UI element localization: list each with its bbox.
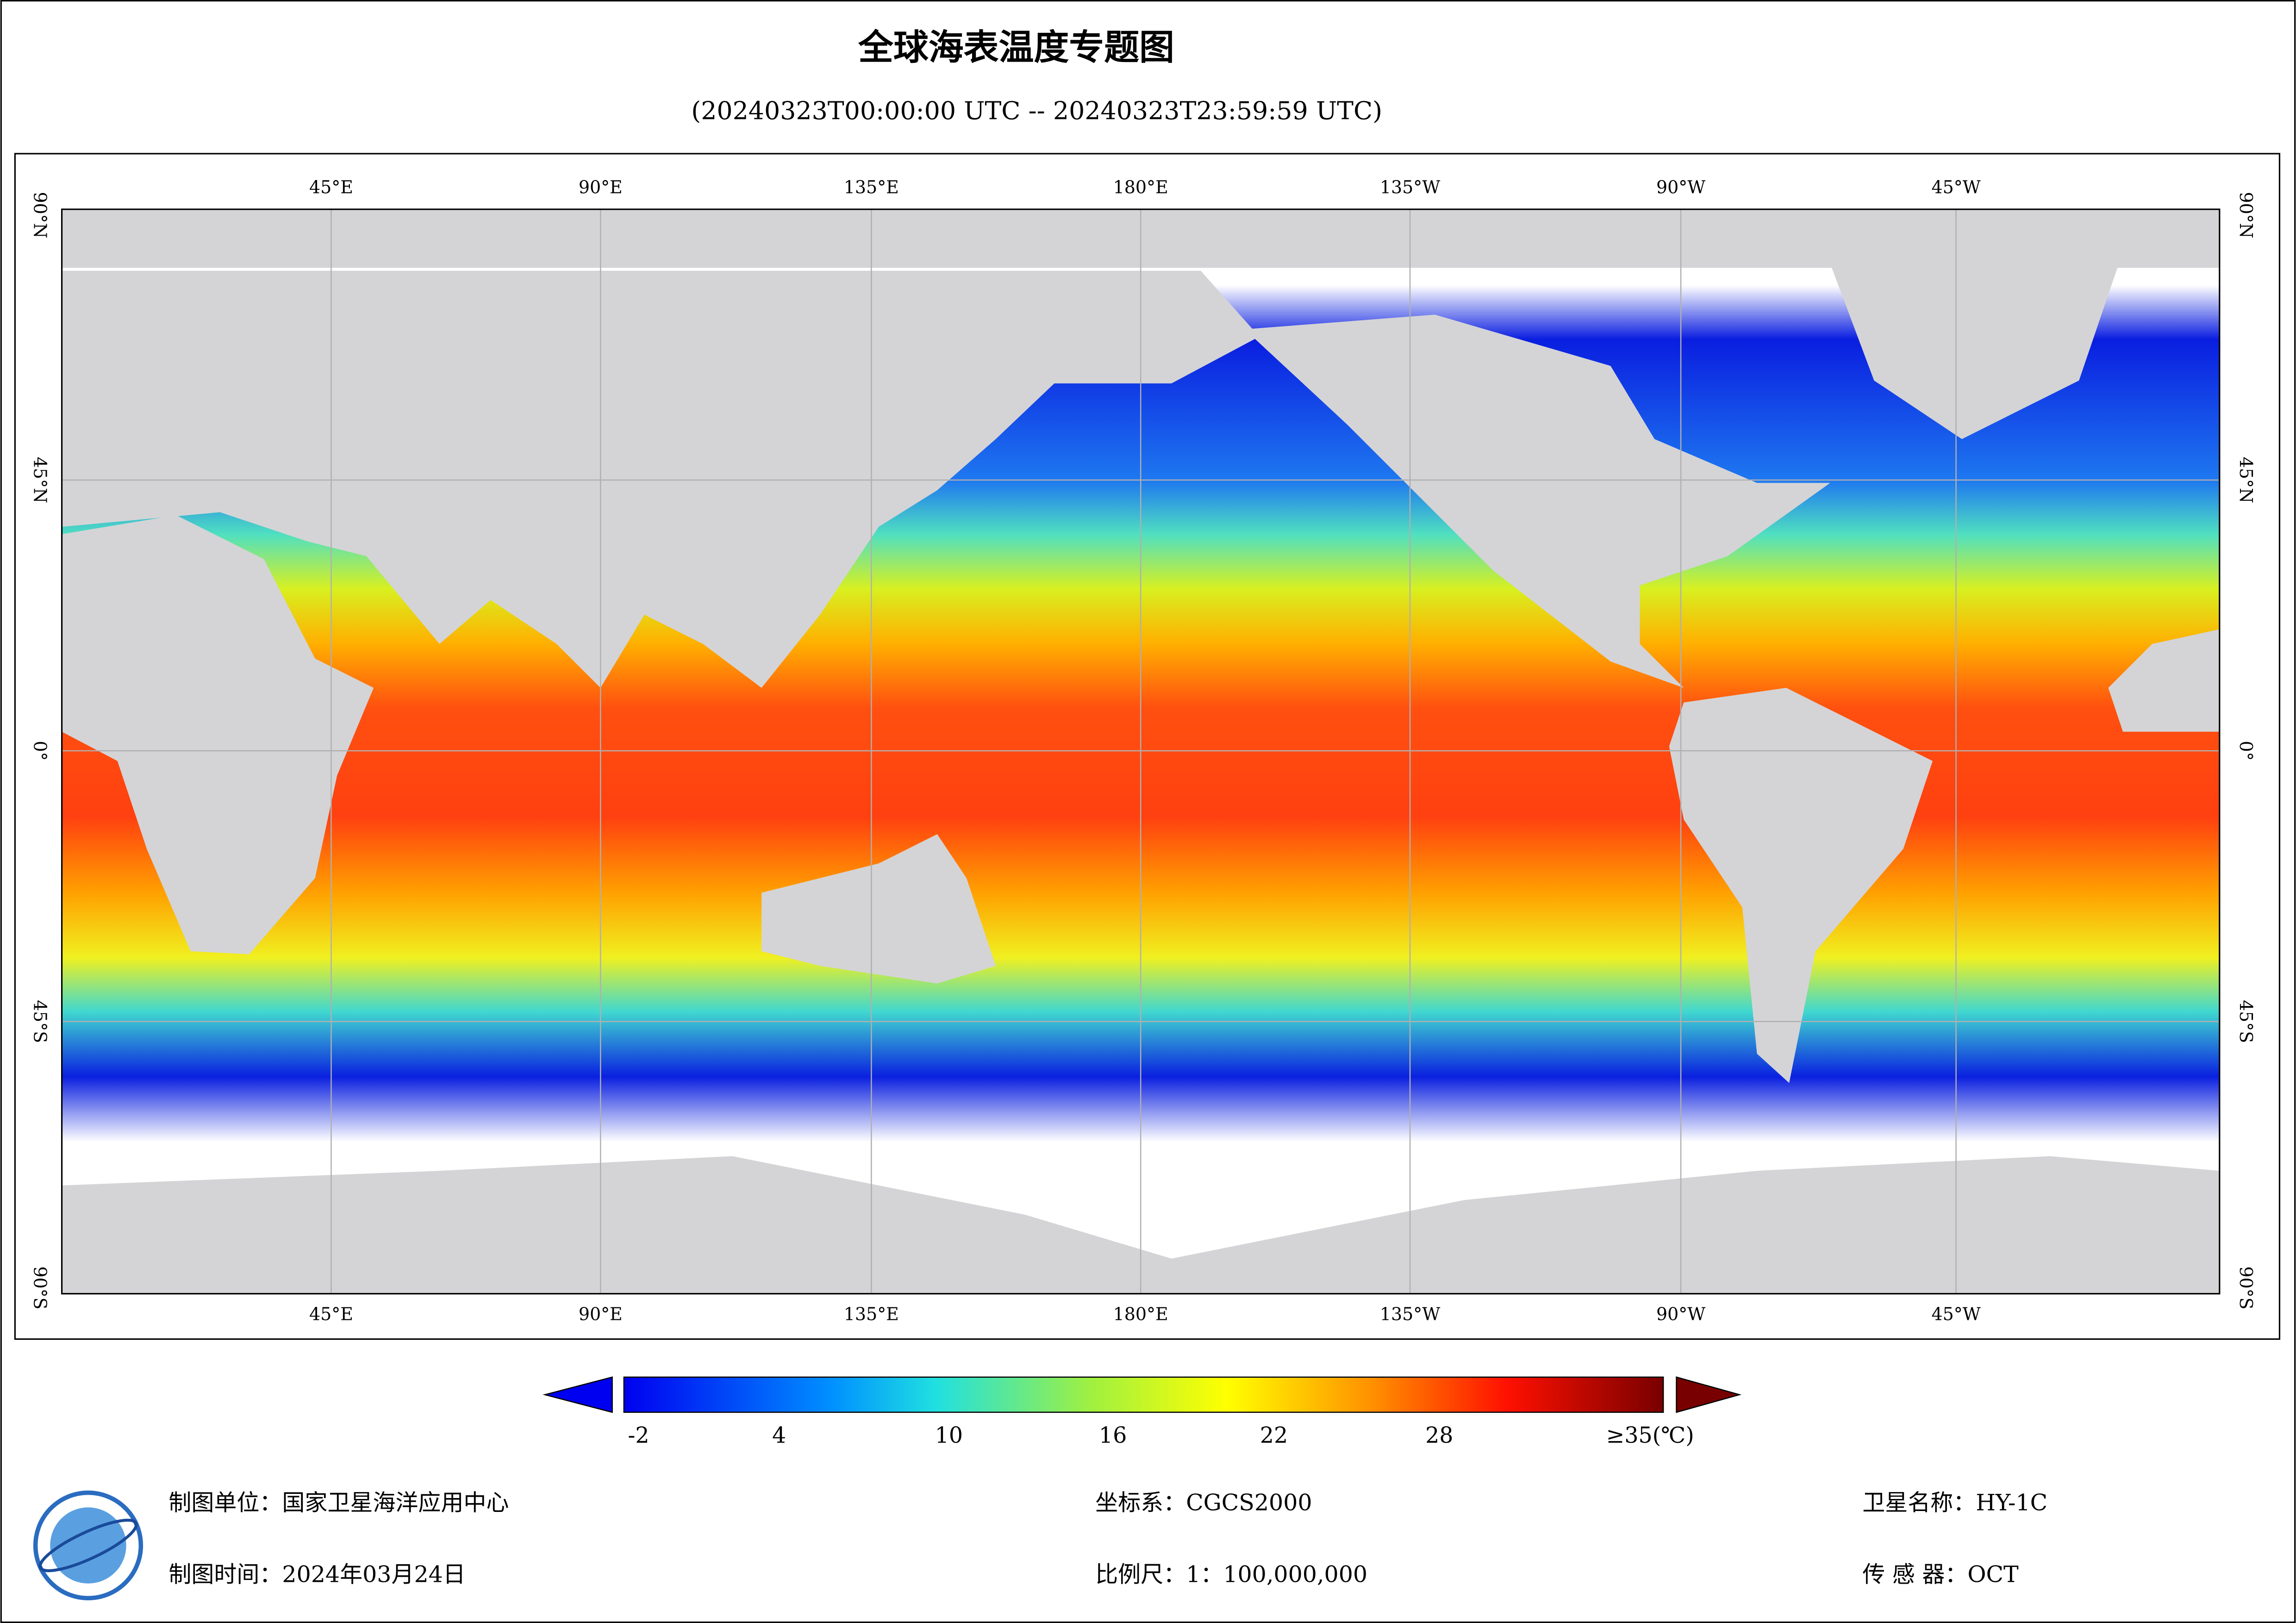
latitude-label: 90°S	[2236, 1266, 2256, 1309]
colorbar-label: 16	[1099, 1423, 1127, 1448]
longitude-label: 180°E	[1113, 177, 1168, 197]
subtitle: (20240323T00:00:00 UTC -- 20240323T23:59…	[691, 96, 1382, 125]
latitude-label: 90°N	[2236, 192, 2256, 238]
latitude-label: 45°N	[2236, 457, 2256, 503]
colorbar-label: -2	[628, 1423, 649, 1448]
map-border	[61, 208, 2221, 1295]
africa	[62, 515, 374, 954]
longitude-label: 45°W	[1931, 1304, 1980, 1324]
colorbar-label: 22	[1260, 1423, 1288, 1448]
north-america	[1244, 314, 1830, 688]
longitude-label: 135°W	[1380, 177, 1440, 197]
longitude-label: 135°E	[844, 1304, 899, 1324]
colorbar-low-arrow	[543, 1376, 613, 1413]
colorbar	[623, 1376, 1664, 1413]
map-time: 制图时间：2024年03月24日	[168, 1561, 465, 1587]
antarctica	[62, 1156, 2220, 1294]
map-unit: 制图单位：国家卫星海洋应用中心	[168, 1489, 509, 1516]
sensor: 传 感 器：OCT	[1862, 1561, 2019, 1587]
latitude-label: 0°	[2236, 741, 2256, 761]
axis-labels: 45°E 45°E 90°E 90°E 135°E 135°E 180°E 180°E 135°…	[30, 177, 2256, 1448]
longitude-label: 135°W	[1380, 1304, 1440, 1324]
latitude-label: 0°	[30, 741, 50, 761]
longitude-label: 90°E	[579, 1304, 623, 1324]
longitude-label: 90°E	[579, 177, 623, 197]
graticule	[62, 209, 2220, 1294]
south-america	[1669, 688, 1933, 1083]
logo	[33, 1490, 144, 1600]
satellite: 卫星名称：HY-1C	[1862, 1489, 2047, 1516]
africa-west	[2108, 629, 2220, 732]
australia	[761, 834, 996, 984]
longitude-label: 45°E	[309, 177, 353, 197]
greenland	[1830, 251, 2123, 439]
map-frame	[14, 153, 2281, 1340]
colorbar-label: ≥35(℃)	[1606, 1423, 1694, 1448]
longitude-label: 135°E	[844, 177, 899, 197]
map	[62, 209, 2220, 1294]
coordinate-system: 坐标系：CGCS2000	[1095, 1489, 1312, 1516]
latitude-label: 90°N	[30, 192, 50, 238]
colorbar-label: 10	[935, 1423, 963, 1448]
colorbar-label: 28	[1425, 1423, 1453, 1448]
latitude-label: 90°S	[30, 1266, 50, 1309]
longitude-label: 45°E	[309, 1304, 353, 1324]
colorbar-high-arrow	[1676, 1376, 1742, 1413]
latitude-label: 45°S	[30, 1000, 50, 1043]
latitude-label: 45°N	[30, 457, 50, 503]
longitude-label: 180°E	[1113, 1304, 1168, 1324]
colorbar-label: 4	[772, 1423, 786, 1448]
scale: 比例尺：1：100,000,000	[1095, 1561, 1367, 1587]
latitude-label: 45°S	[2236, 1000, 2256, 1043]
longitude-label: 45°W	[1931, 177, 1980, 197]
longitude-label: 90°W	[1656, 177, 1705, 197]
eurasia	[62, 271, 1260, 688]
title: 全球海表温度专题图	[858, 27, 1174, 68]
longitude-label: 90°W	[1656, 1304, 1705, 1324]
